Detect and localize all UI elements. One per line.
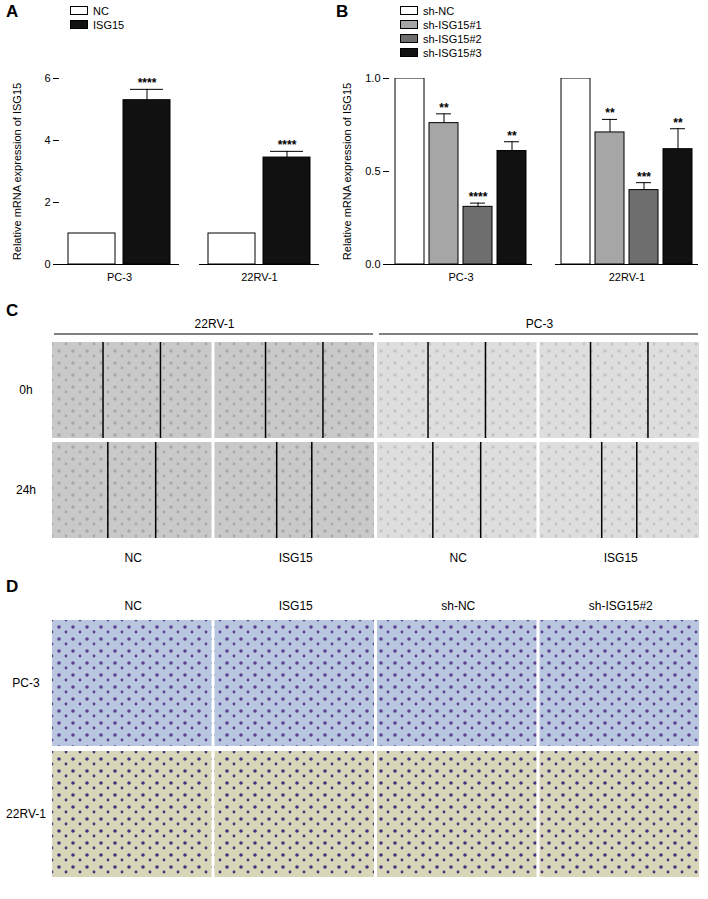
svg-text:0.5: 0.5 (365, 165, 380, 177)
svg-text:4: 4 (44, 134, 50, 146)
svg-text:D: D (6, 577, 18, 596)
svg-text:PC-3: PC-3 (448, 271, 473, 283)
svg-text:**: ** (439, 101, 449, 115)
svg-text:Relative mRNA expression of IS: Relative mRNA expression of ISG15 (11, 83, 23, 260)
html-text:sh-ISG15#3: sh-ISG15#3 (423, 46, 482, 59)
svg-text:sh-NC: sh-NC (441, 599, 475, 613)
svg-text:**: ** (673, 116, 683, 130)
svg-text:****: **** (278, 138, 297, 152)
html-text:sh-ISG15#2: sh-ISG15#2 (423, 32, 482, 45)
svg-text:NC: NC (450, 551, 468, 565)
svg-text:****: **** (469, 190, 488, 204)
html-text:sh-ISG15#1: sh-ISG15#1 (423, 18, 482, 31)
svg-text:0: 0 (44, 258, 50, 270)
html-text:NC: NC (93, 4, 109, 17)
svg-text:0h: 0h (19, 383, 32, 397)
svg-text:PC-3: PC-3 (107, 271, 132, 283)
svg-text:6: 6 (44, 72, 50, 84)
svg-text:22RV-1: 22RV-1 (609, 271, 646, 283)
svg-text:ISG15: ISG15 (604, 551, 638, 565)
svg-text:ISG15: ISG15 (279, 599, 313, 613)
svg-text:0.0: 0.0 (365, 258, 380, 270)
svg-text:1.0: 1.0 (365, 72, 380, 84)
svg-text:****: **** (138, 76, 157, 90)
svg-text:C: C (6, 301, 18, 320)
html-text:B: B (336, 2, 349, 21)
svg-text:PC-3: PC-3 (12, 676, 40, 690)
svg-text:**: ** (605, 106, 615, 120)
html-text:ISG15: ISG15 (93, 18, 125, 31)
svg-text:Relative mRNA expression of IS: Relative mRNA expression of ISG15 (341, 83, 353, 260)
svg-text:NC: NC (125, 599, 143, 613)
svg-text:PC-3: PC-3 (526, 317, 554, 331)
svg-text:***: *** (637, 170, 651, 184)
svg-text:ISG15: ISG15 (279, 551, 313, 565)
html-text:A: A (6, 2, 19, 21)
svg-text:24h: 24h (16, 483, 36, 497)
svg-text:22RV-1: 22RV-1 (241, 271, 278, 283)
svg-text:NC: NC (125, 551, 143, 565)
svg-text:sh-ISG15#2: sh-ISG15#2 (589, 599, 653, 613)
html-text:sh-NC: sh-NC (423, 4, 455, 17)
svg-text:**: ** (507, 129, 517, 143)
svg-text:22RV-1: 22RV-1 (195, 317, 235, 331)
svg-text:22RV-1: 22RV-1 (6, 807, 46, 821)
svg-text:2: 2 (44, 196, 50, 208)
